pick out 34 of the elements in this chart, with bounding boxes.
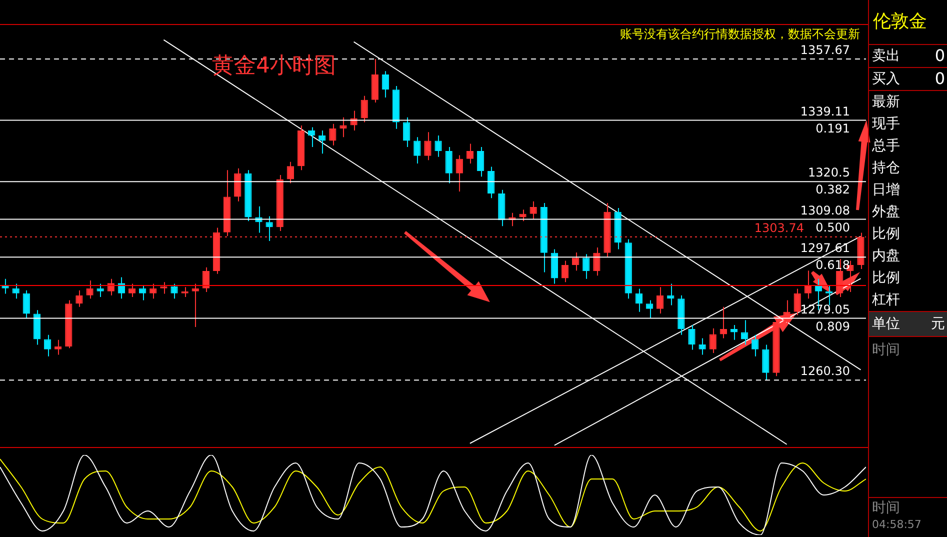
annotation: 04:58:57 <box>871 518 922 532</box>
annotation: 账号没有该合约行情数据授权，数据不会更新 <box>620 27 860 42</box>
ref-line-label: 1260.30 <box>800 364 850 378</box>
ref-line-label: 1303.74 <box>754 220 804 235</box>
text: 持仓 <box>872 159 901 178</box>
ref-line-label: 1279.05 <box>800 302 850 316</box>
text: 元 <box>931 315 945 334</box>
annotation: 0.382 <box>816 182 850 197</box>
text: 买入 <box>872 70 900 89</box>
text: 0 <box>934 68 945 90</box>
text: 黄金4小时图 <box>212 54 336 79</box>
annotation: 0.191 <box>816 121 850 136</box>
ref-line-label: 1357.67 <box>800 43 850 58</box>
text: 伦敦金 <box>869 0 947 45</box>
annotation: 0.500 <box>816 220 850 234</box>
text: 单位 <box>872 315 900 334</box>
text: 比例 <box>872 225 901 244</box>
text: 外盘 <box>872 203 901 222</box>
annotation: 0.809 <box>816 319 850 334</box>
text: 总手 <box>872 137 901 156</box>
text: 现手 <box>872 115 901 134</box>
text: 内盘 <box>872 247 901 266</box>
text: 最新 <box>872 93 901 112</box>
text: 0 <box>934 45 945 67</box>
text: 时间 <box>869 337 947 498</box>
text: 日增 <box>872 181 901 200</box>
ref-line-label: 1309.08 <box>800 203 850 218</box>
ref-line-label: 1320.5 <box>808 166 850 180</box>
text: 杠杆 <box>872 291 901 310</box>
text: 比例 <box>872 269 901 288</box>
text: 卖出 <box>872 47 900 66</box>
annotation: 时间 <box>871 499 901 518</box>
ref-line-label: 1339.11 <box>800 104 850 118</box>
candlestick <box>340 116 347 138</box>
